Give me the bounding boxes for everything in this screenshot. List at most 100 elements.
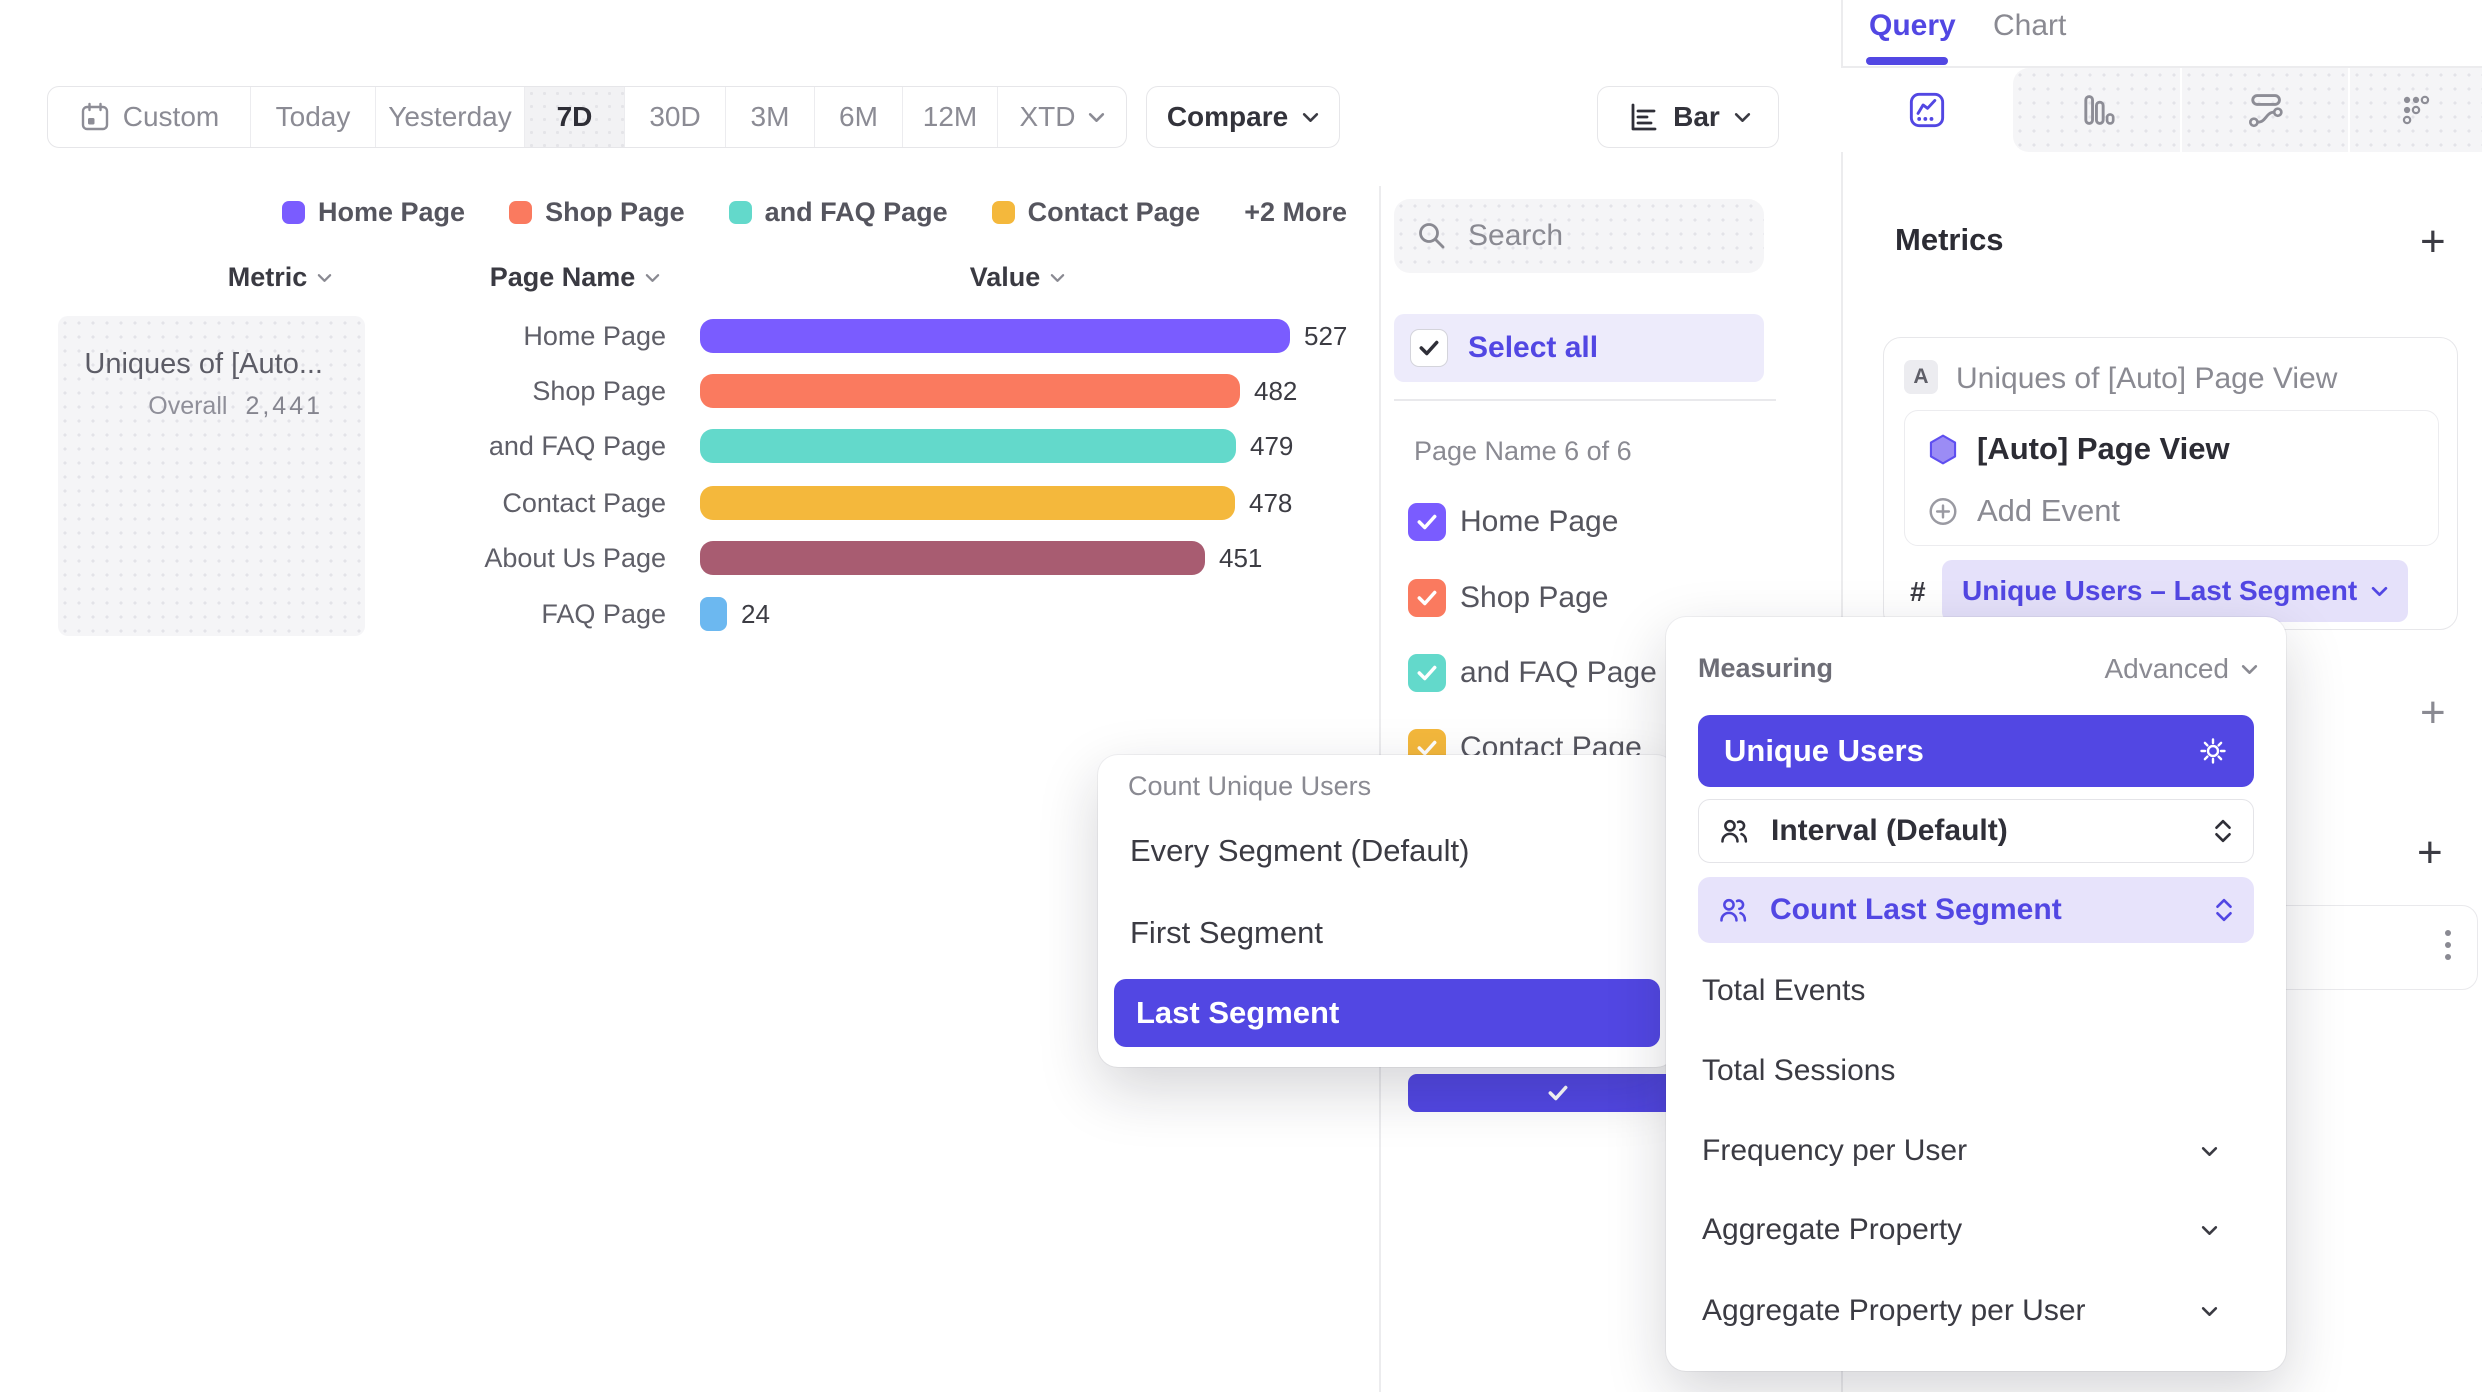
date-range-xtd[interactable]: XTD bbox=[998, 87, 1126, 147]
legend-item[interactable]: Home Page bbox=[282, 197, 465, 228]
add-filter-button[interactable]: + bbox=[2420, 688, 2446, 737]
advanced-toggle[interactable]: Advanced bbox=[2104, 653, 2258, 685]
add-metric-button[interactable]: + bbox=[2420, 217, 2446, 266]
legend-item[interactable]: Shop Page bbox=[509, 197, 685, 228]
bar[interactable] bbox=[700, 541, 1205, 575]
metric-summary-panel[interactable]: Uniques of [Auto... Overall 2,441 bbox=[58, 316, 365, 636]
gear-icon[interactable] bbox=[2198, 736, 2228, 766]
bar[interactable] bbox=[700, 486, 1235, 520]
legend-swatch bbox=[282, 201, 305, 224]
filter-item[interactable]: and FAQ Page bbox=[1408, 654, 1657, 692]
legend-item[interactable]: Contact Page bbox=[991, 197, 1201, 228]
calendar-icon bbox=[81, 102, 108, 131]
measuring-option-aggregate-property-per-user[interactable]: Aggregate Property per User bbox=[1702, 1291, 2254, 1331]
segment-option-selected[interactable]: Last Segment bbox=[1114, 979, 1660, 1047]
bar[interactable] bbox=[700, 319, 1290, 353]
measuring-option-label: Total Events bbox=[1702, 974, 1866, 1007]
bar-value-label: 451 bbox=[1219, 543, 1263, 573]
measuring-option-total-events[interactable]: Total Events bbox=[1702, 971, 2254, 1011]
divider bbox=[1394, 399, 1776, 401]
segment-option-every-segment-default-[interactable]: Every Segment (Default) bbox=[1130, 833, 1470, 868]
select-all-row[interactable]: Select all bbox=[1394, 314, 1764, 382]
date-range-label: Custom bbox=[122, 101, 220, 132]
add-event-row[interactable]: Add Event bbox=[1927, 493, 2120, 529]
column-header-page-name[interactable]: Page Name bbox=[480, 262, 670, 293]
bar-value-label: 482 bbox=[1254, 376, 1298, 406]
column-header-value[interactable]: Value bbox=[930, 262, 1105, 293]
chevron-down-icon bbox=[2371, 586, 2388, 596]
add-breakdown-button[interactable]: + bbox=[2417, 828, 2443, 877]
chart-type-button[interactable]: Bar bbox=[1597, 86, 1779, 148]
legend-label: Shop Page bbox=[545, 197, 685, 227]
measuring-option-interval[interactable]: Interval (Default) bbox=[1698, 799, 2254, 863]
date-range-label: 7D bbox=[556, 101, 593, 132]
filter-item[interactable]: Shop Page bbox=[1408, 579, 1608, 617]
tab-funnels[interactable] bbox=[2013, 68, 2180, 152]
metric-card[interactable]: A Uniques of [Auto] Page View [Auto] Pag… bbox=[1883, 337, 2458, 630]
legend-label: and FAQ Page bbox=[764, 197, 948, 227]
segment-option-label: Last Segment bbox=[1136, 995, 1340, 1030]
legend-item[interactable]: and FAQ Page bbox=[728, 197, 948, 228]
compare-button[interactable]: Compare bbox=[1146, 86, 1340, 148]
legend-label: Home Page bbox=[318, 197, 466, 227]
check-icon bbox=[1548, 1085, 1568, 1101]
date-range-6m[interactable]: 6M bbox=[815, 87, 903, 147]
bar[interactable] bbox=[700, 597, 727, 631]
measuring-option-frequency-per-user[interactable]: Frequency per User bbox=[1702, 1131, 2254, 1171]
tab-chart[interactable]: Chart bbox=[1993, 9, 2067, 42]
chevron-down-icon bbox=[2201, 1146, 2218, 1156]
checkbox-checked[interactable] bbox=[1408, 503, 1446, 541]
date-range-yesterday[interactable]: Yesterday bbox=[376, 87, 525, 147]
kebab-menu-icon[interactable] bbox=[2445, 930, 2451, 960]
bar[interactable] bbox=[700, 429, 1236, 463]
date-range-3m[interactable]: 3M bbox=[726, 87, 815, 147]
filter-item[interactable]: Home Page bbox=[1408, 503, 1618, 541]
checkbox-checked[interactable] bbox=[1408, 654, 1446, 692]
hash-symbol: # bbox=[1910, 576, 1926, 607]
date-range-today[interactable]: Today bbox=[251, 87, 376, 147]
count-unique-users-menu: Count Unique Users Every Segment (Defaul… bbox=[1098, 755, 1676, 1067]
legend-more[interactable]: +2 More bbox=[1244, 197, 1347, 228]
date-range-12m[interactable]: 12M bbox=[903, 87, 998, 147]
chevron-down-icon bbox=[1088, 112, 1104, 122]
checkbox-checked[interactable] bbox=[1408, 1074, 1708, 1112]
date-range-7d[interactable]: 7D bbox=[525, 87, 625, 147]
flows-icon bbox=[2249, 94, 2283, 128]
bar[interactable] bbox=[700, 374, 1240, 408]
metric-card-title: Uniques of [Auto] Page View bbox=[1956, 362, 2338, 395]
measuring-option-unique-users[interactable]: Unique Users bbox=[1698, 715, 2254, 787]
measuring-option-count-last-segment[interactable]: Count Last Segment bbox=[1698, 877, 2254, 943]
select-all-label: Select all bbox=[1468, 331, 1599, 364]
legend-more-label: +2 More bbox=[1244, 197, 1347, 227]
check-icon bbox=[1417, 590, 1437, 606]
segment-option-first-segment[interactable]: First Segment bbox=[1130, 915, 1323, 950]
check-icon bbox=[1419, 340, 1439, 356]
check-icon bbox=[1417, 740, 1437, 756]
measure-pill-dropdown[interactable]: Unique Users – Last Segment bbox=[1942, 560, 2409, 622]
tab-retention[interactable] bbox=[2350, 68, 2482, 152]
chart-legend: Home Page Shop Page and FAQ Page Contact Pa… bbox=[282, 197, 1347, 228]
breakdown-card[interactable] bbox=[2262, 905, 2478, 990]
date-range-label: Yesterday bbox=[388, 101, 512, 132]
tab-insights[interactable] bbox=[1841, 68, 2012, 152]
measuring-option-aggregate-property[interactable]: Aggregate Property bbox=[1702, 1210, 2254, 1250]
tab-query[interactable]: Query bbox=[1869, 9, 1956, 42]
date-range-custom[interactable]: Custom bbox=[48, 87, 251, 147]
search-icon bbox=[1419, 223, 1445, 249]
bar-category-label: Shop Page bbox=[532, 376, 666, 406]
column-header-metric[interactable]: Metric bbox=[200, 262, 360, 293]
bar-category-label: FAQ Page bbox=[541, 599, 666, 629]
chevron-down-icon bbox=[1303, 112, 1319, 122]
unfold-icon bbox=[2215, 819, 2231, 843]
interval-label: Interval (Default) bbox=[1771, 814, 2008, 847]
search-input[interactable]: Search bbox=[1394, 199, 1764, 273]
tab-flows[interactable] bbox=[2182, 68, 2348, 152]
count-last-segment-label: Count Last Segment bbox=[1770, 893, 2062, 926]
event-row[interactable]: [Auto] Page View bbox=[1927, 431, 2230, 467]
date-range-30d[interactable]: 30D bbox=[625, 87, 726, 147]
legend-label: Contact Page bbox=[1027, 197, 1201, 227]
checkbox-checked[interactable] bbox=[1408, 579, 1446, 617]
measuring-option-total-sessions[interactable]: Total Sessions bbox=[1702, 1051, 2254, 1091]
select-all-checkbox[interactable] bbox=[1410, 329, 1448, 367]
date-range-label: XTD bbox=[1019, 101, 1076, 132]
